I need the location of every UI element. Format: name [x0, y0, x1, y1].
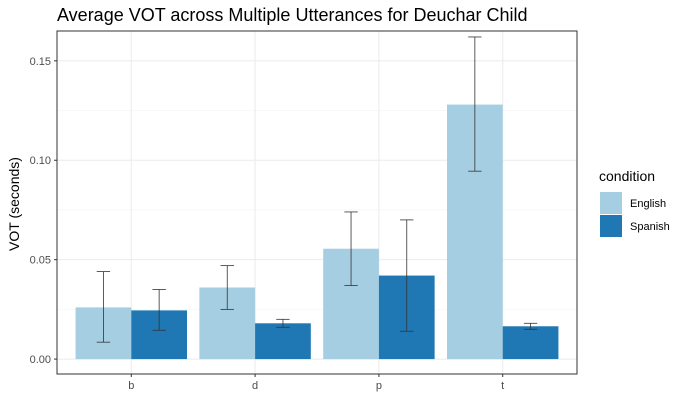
bar-t-spanish: [502, 326, 559, 360]
y-tick-label: 0.05: [30, 255, 51, 267]
legend-items: English Spanish: [600, 192, 670, 237]
bar-d-spanish: [255, 323, 311, 360]
legend-label-spanish: Spanish: [630, 221, 670, 233]
legend-label-english: English: [630, 198, 666, 210]
legend-key-english: [600, 192, 622, 214]
error-bars: [96, 36, 538, 343]
legend: condition English Spanish: [599, 168, 670, 237]
y-axis-title: VOT (seconds): [6, 157, 22, 251]
x-tick-label: b: [128, 380, 134, 392]
legend-title: condition: [599, 168, 655, 184]
y-tick-label: 0.00: [30, 354, 51, 366]
legend-key-spanish: [600, 215, 622, 237]
panel-border: [56, 30, 578, 375]
chart-title: Average VOT across Multiple Utterances f…: [57, 5, 528, 25]
y-axis: 0.00 0.05 0.10 0.15: [30, 56, 57, 366]
plot-panel: [56, 30, 578, 375]
x-tick-label: p: [376, 380, 382, 392]
y-tick-label: 0.15: [30, 56, 51, 68]
y-tick-label: 0.10: [30, 155, 51, 167]
x-tick-label: t: [501, 380, 504, 392]
x-tick-label: d: [252, 380, 258, 392]
